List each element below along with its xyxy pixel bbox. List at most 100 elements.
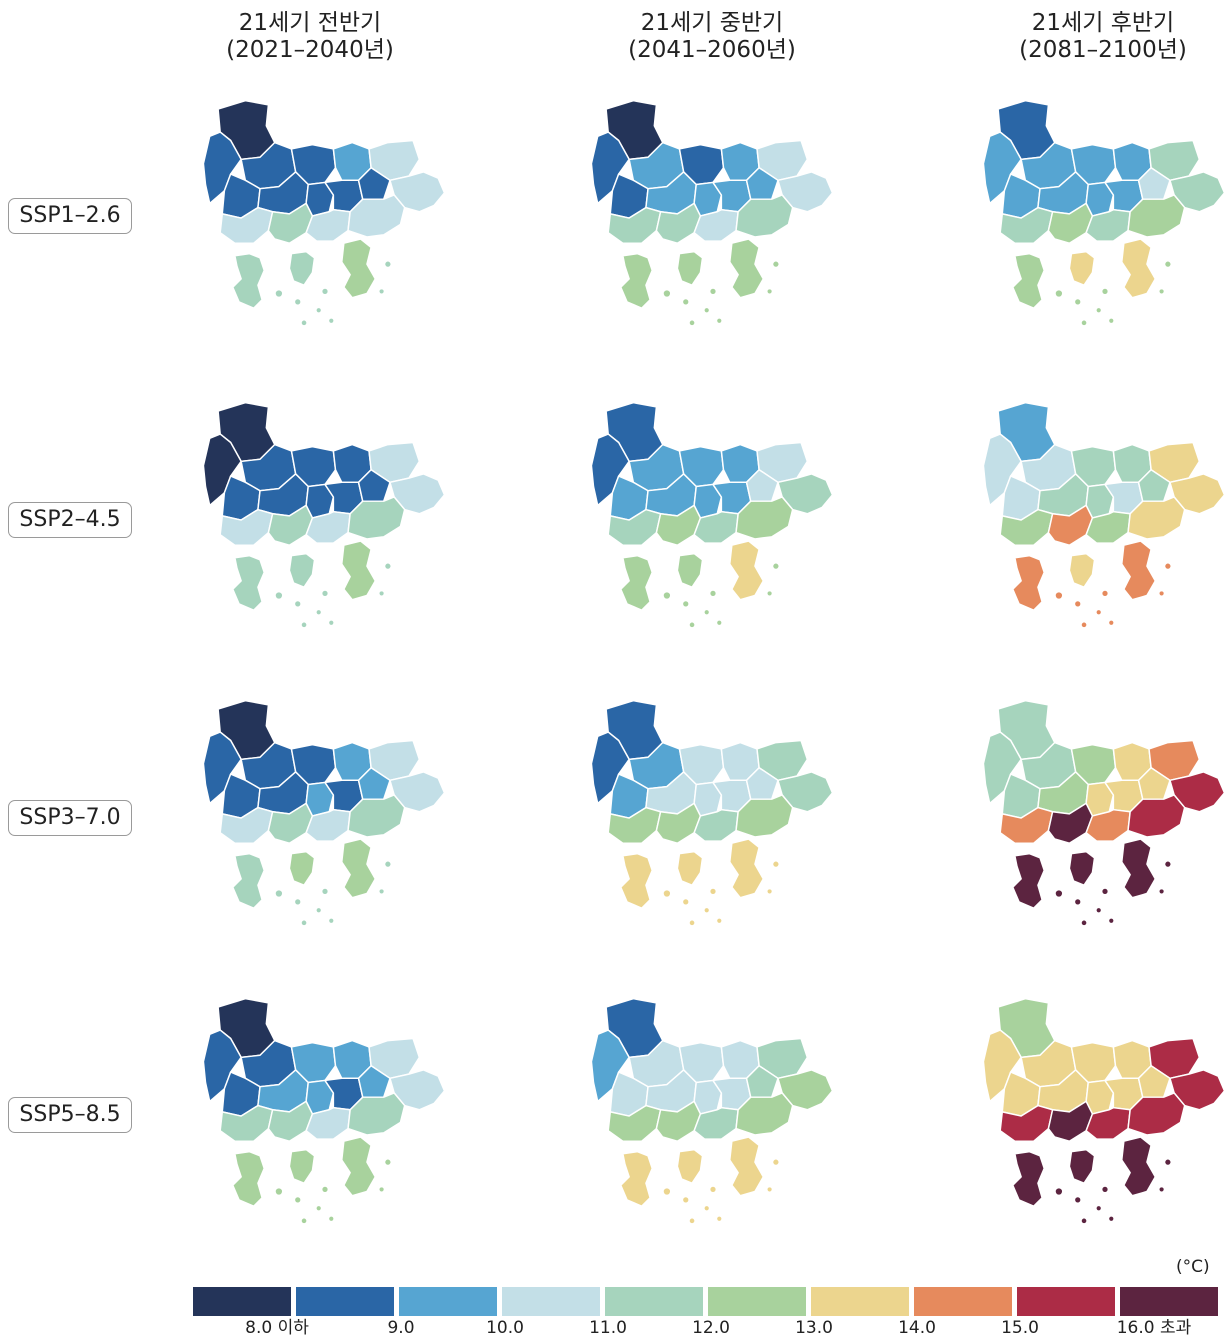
islet-5 <box>1165 861 1171 867</box>
islet-6 <box>1109 318 1114 323</box>
region-18 <box>288 250 316 286</box>
islet-6 <box>1109 1216 1114 1221</box>
islet-5 <box>1165 261 1171 267</box>
column-title-line1: 21세기 후반기 <box>1031 10 1175 36</box>
islet-6 <box>1109 918 1114 923</box>
legend-swatch-2 <box>296 1287 394 1316</box>
region-16 <box>1127 194 1186 238</box>
islet-5 <box>773 861 779 867</box>
islet-7 <box>1081 920 1087 926</box>
islet-3 <box>710 590 716 597</box>
region-11 <box>1137 167 1171 200</box>
islet-6 <box>329 620 334 625</box>
legend-tick-label: 10.0 <box>486 1318 524 1338</box>
region-17 <box>620 852 653 909</box>
islet-3 <box>322 888 328 895</box>
region-map <box>590 699 834 926</box>
row-label-ssp2-45: SSP2–4.5 <box>8 502 132 538</box>
islet-3 <box>710 888 716 895</box>
legend-tick-label: 8.0 이하 <box>245 1318 309 1338</box>
islet-1 <box>1055 592 1063 599</box>
column-title-line2: (2041–2060년) <box>628 37 796 63</box>
islet-3 <box>710 288 716 295</box>
islet-1 <box>663 890 671 897</box>
map-panel-ssp3-70-late <box>975 686 1229 926</box>
region-16 <box>347 1092 406 1136</box>
region-18 <box>288 552 316 588</box>
islet-2 <box>295 299 301 305</box>
region-11 <box>745 469 779 502</box>
islet-6 <box>1109 620 1114 625</box>
islet-8 <box>379 889 384 894</box>
islet-7 <box>301 1218 307 1224</box>
islet-4 <box>316 1206 321 1211</box>
legend-tick-label: 14.0 <box>898 1318 936 1338</box>
islet-8 <box>767 1187 772 1192</box>
region-19 <box>1121 540 1157 601</box>
islet-8 <box>1159 1187 1164 1192</box>
islet-6 <box>717 1216 722 1221</box>
region-11 <box>357 1065 391 1098</box>
column-title-line2: (2081–2100년) <box>1019 37 1187 63</box>
column-title-line1: 21세기 중반기 <box>640 10 784 36</box>
legend-swatch-8 <box>914 1287 1012 1316</box>
legend-swatch-5 <box>605 1287 703 1316</box>
legend-swatch-3 <box>399 1287 497 1316</box>
map-panel-ssp1-26-early <box>195 86 455 326</box>
region-16 <box>1127 794 1186 838</box>
islet-4 <box>316 308 321 313</box>
region-11 <box>1137 1065 1171 1098</box>
legend-tick-label: 13.0 <box>795 1318 833 1338</box>
islet-7 <box>689 320 695 326</box>
column-title-line1: 21세기 전반기 <box>238 10 382 36</box>
islet-6 <box>329 318 334 323</box>
region-17 <box>232 852 265 909</box>
region-19 <box>341 1136 377 1197</box>
islet-8 <box>379 591 384 596</box>
islet-5 <box>1165 563 1171 569</box>
region-16 <box>735 194 794 238</box>
islet-7 <box>1081 320 1087 326</box>
region-16 <box>347 496 406 540</box>
islet-7 <box>1081 1218 1087 1224</box>
region-map <box>202 997 446 1224</box>
region-17 <box>232 1150 265 1207</box>
islet-1 <box>663 592 671 599</box>
map-panel-ssp5-85-early <box>195 984 455 1224</box>
region-17 <box>620 252 653 309</box>
map-panel-ssp1-26-late <box>975 86 1229 326</box>
region-11 <box>745 767 779 800</box>
region-18 <box>288 1148 316 1184</box>
region-17 <box>620 1150 653 1207</box>
region-16 <box>1127 496 1186 540</box>
islet-7 <box>689 920 695 926</box>
region-16 <box>735 1092 794 1136</box>
legend-unit: (°C) <box>1176 1257 1210 1277</box>
islet-2 <box>683 299 689 305</box>
islet-3 <box>1102 590 1108 597</box>
region-11 <box>745 1065 779 1098</box>
islet-7 <box>301 920 307 926</box>
region-19 <box>341 540 377 601</box>
region-16 <box>347 794 406 838</box>
region-19 <box>341 238 377 299</box>
region-11 <box>357 469 391 502</box>
islet-3 <box>1102 1186 1108 1193</box>
islet-6 <box>717 918 722 923</box>
islet-3 <box>322 590 328 597</box>
region-17 <box>1012 852 1045 909</box>
islet-4 <box>1096 908 1101 913</box>
islet-2 <box>1075 899 1081 905</box>
islet-1 <box>1055 1188 1063 1195</box>
islet-1 <box>663 1188 671 1195</box>
islet-7 <box>301 320 307 326</box>
islet-2 <box>683 1197 689 1203</box>
legend-swatch-1 <box>193 1287 291 1316</box>
legend-tick-label: 12.0 <box>692 1318 730 1338</box>
region-19 <box>729 238 765 299</box>
islet-4 <box>704 610 709 615</box>
islet-7 <box>689 622 695 628</box>
region-17 <box>1012 252 1045 309</box>
region-17 <box>620 554 653 611</box>
region-19 <box>1121 838 1157 899</box>
